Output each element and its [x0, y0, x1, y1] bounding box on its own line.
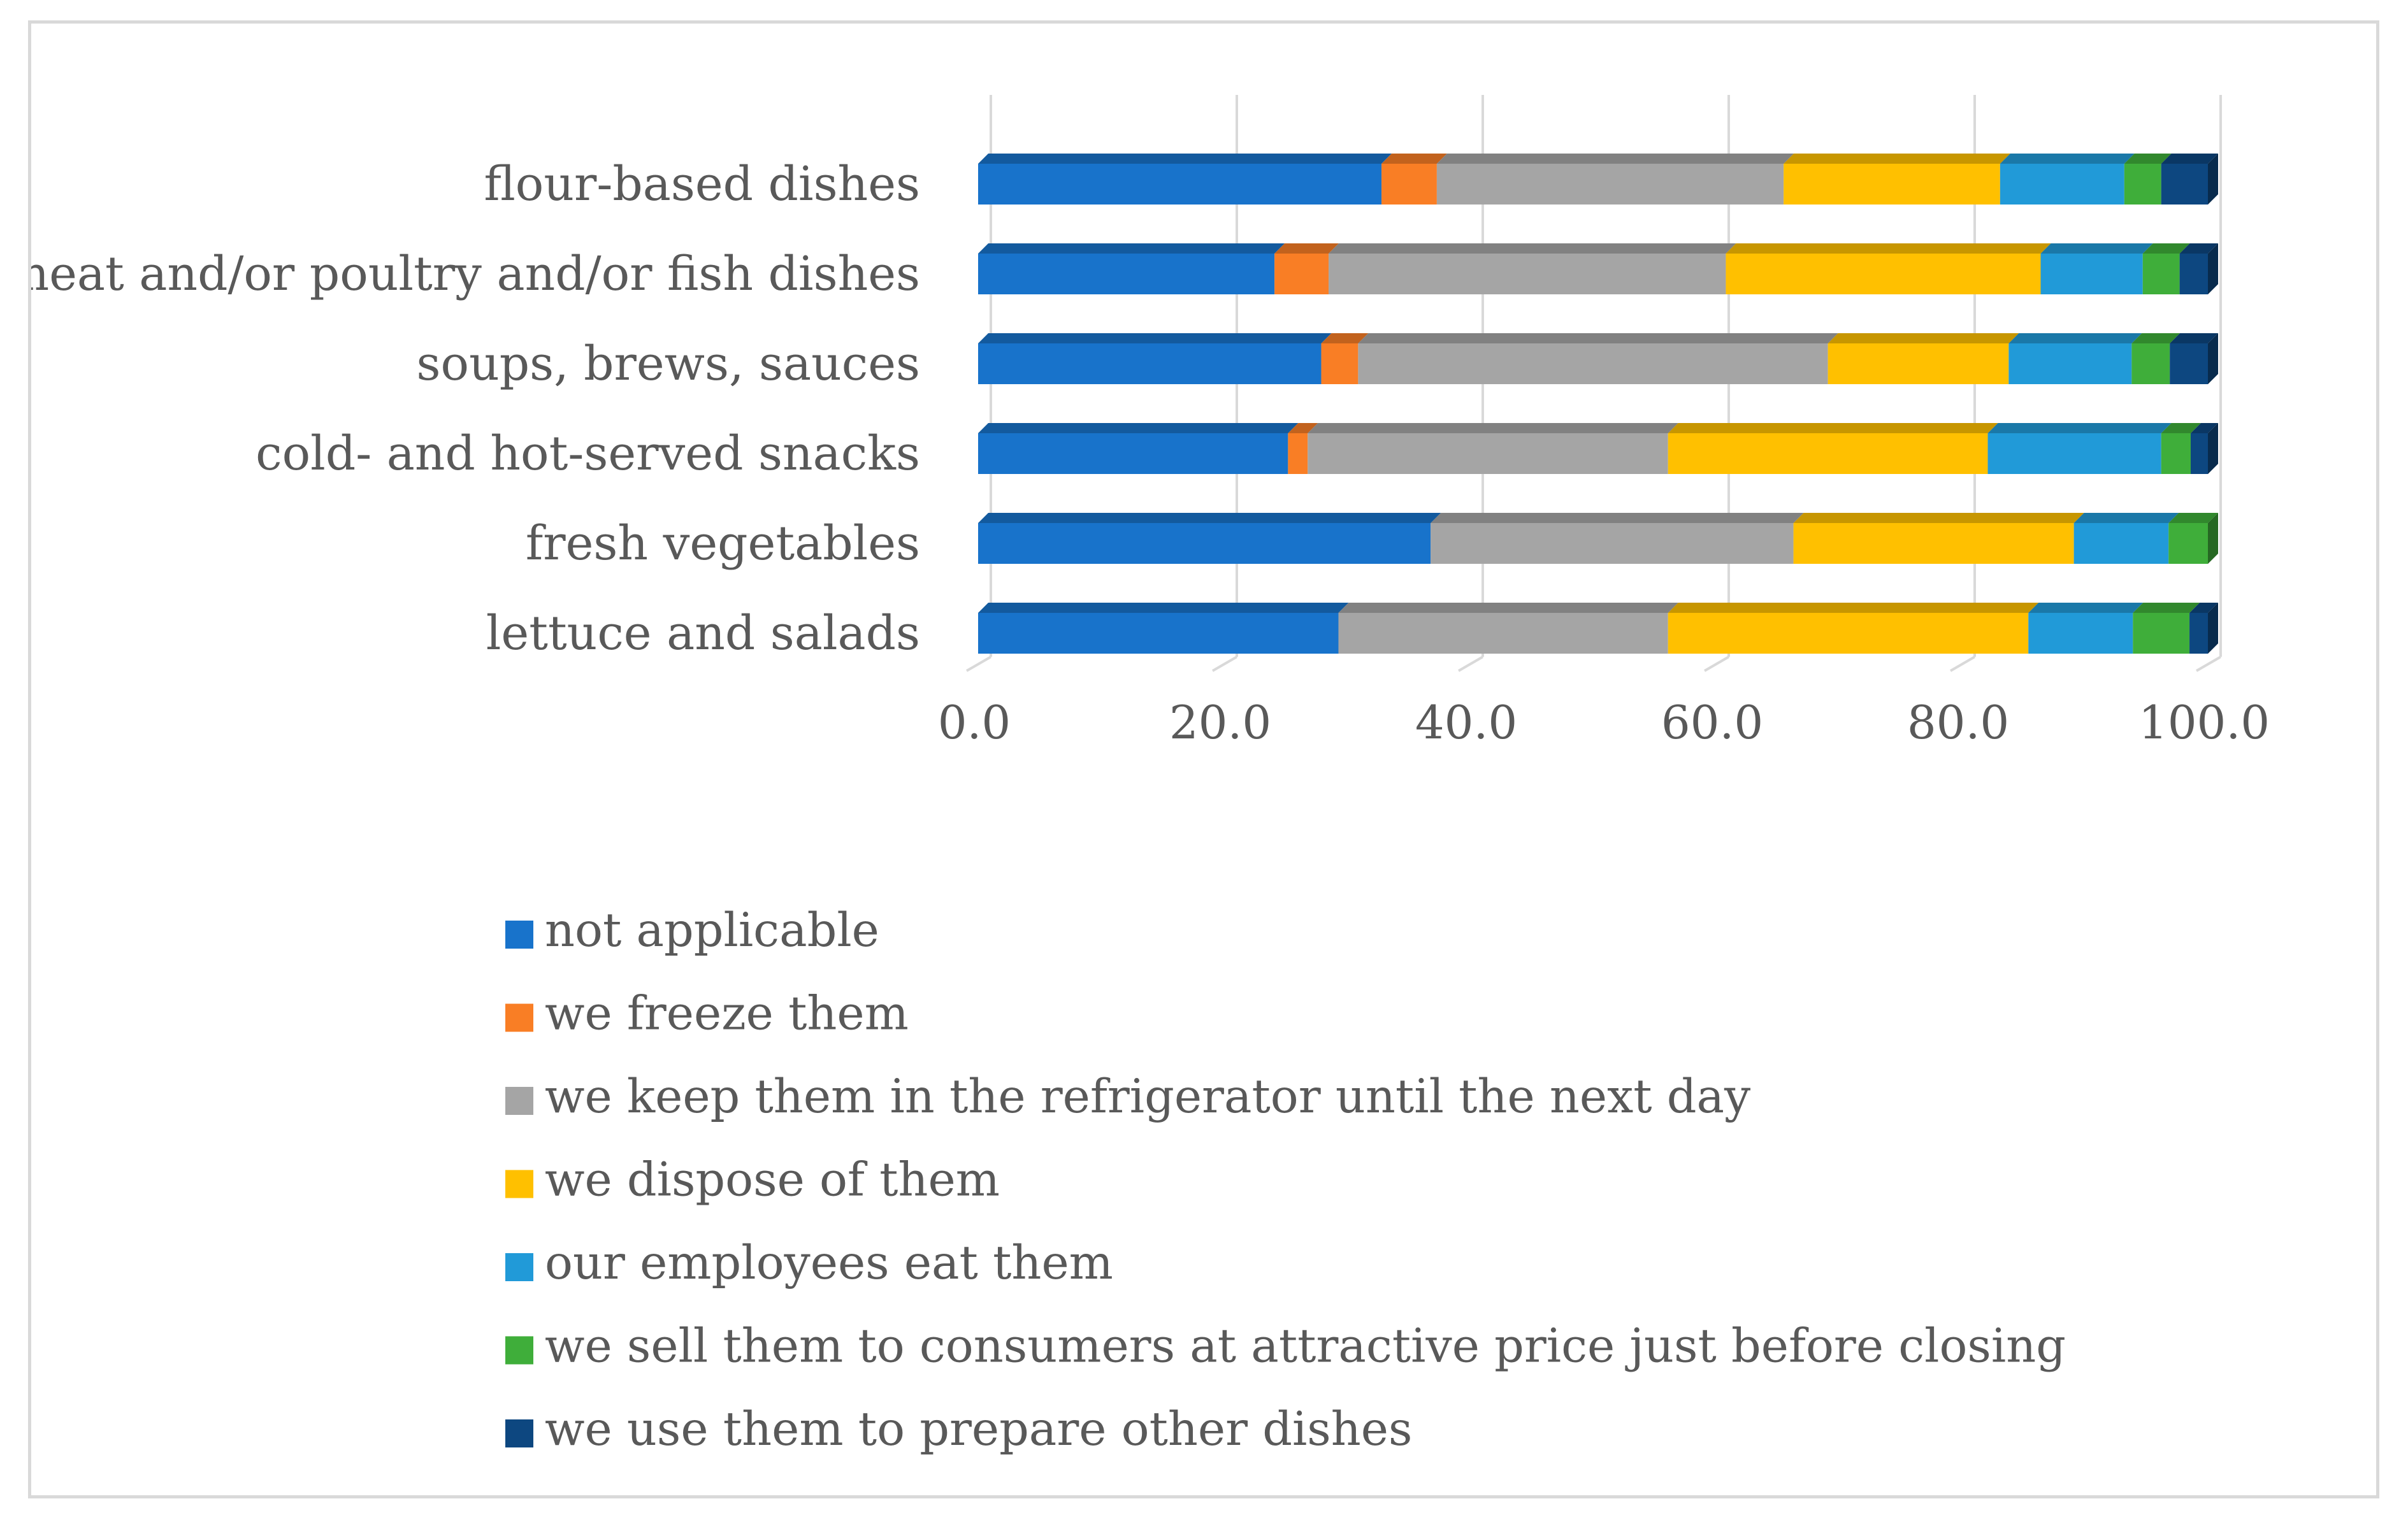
- legend-label: we use them to prepare other dishes: [545, 1402, 1412, 1456]
- bar-side-face: [2208, 333, 2218, 384]
- bar-segment: [2189, 603, 2218, 654]
- bar-segment: [1321, 333, 1369, 384]
- bar-segment: [1668, 423, 1998, 474]
- legend-swatch: [505, 1336, 533, 1365]
- legend-label: not applicable: [545, 903, 879, 958]
- category-label: flour-based dishes: [484, 157, 920, 212]
- legend-swatch: [505, 921, 533, 949]
- legend-swatch: [505, 1253, 533, 1281]
- legend-label: we keep them in the refrigerator until t…: [545, 1070, 1751, 1124]
- x-axis-ticks: 0.0 20.0 40.0 60.0 80.0 100.0: [938, 696, 2270, 749]
- bar-segment: [1726, 243, 2051, 294]
- floor-line: [2195, 656, 2222, 672]
- x-tick-label: 20.0: [1169, 696, 1271, 749]
- bar-segment: [1668, 603, 2039, 654]
- category-label: fresh vegetables: [526, 516, 920, 571]
- bar-segment: [978, 333, 1332, 384]
- bar-segment: [2040, 243, 2153, 294]
- bar-segment: [2168, 513, 2218, 564]
- category-label: meat and/or poultry and/or fish dishes: [31, 247, 920, 301]
- legend-item: we sell them to consumers at attractive …: [505, 1319, 2066, 1374]
- bar-segment: [1329, 243, 1736, 294]
- bar-segment: [1436, 154, 1794, 205]
- bar-segment: [2190, 423, 2218, 474]
- bar-segment: [978, 243, 1285, 294]
- bar-segment: [1308, 423, 1678, 474]
- bar-segment: [2161, 154, 2218, 205]
- bar-series: [978, 154, 2218, 654]
- floor-line: [1457, 656, 1484, 672]
- bar-segment: [978, 154, 1392, 205]
- bar-side-face: [2208, 603, 2218, 654]
- bar-segment: [2161, 423, 2201, 474]
- category-labels: flour-based dishes meat and/or poultry an…: [31, 157, 920, 661]
- bar-segment: [978, 603, 1349, 654]
- bar-segment: [978, 423, 1299, 474]
- bar-segment: [2124, 154, 2172, 205]
- bar-segment: [2170, 333, 2218, 384]
- category-label: cold- and hot-served snacks: [256, 426, 920, 481]
- bar-segment: [1274, 243, 1339, 294]
- legend-swatch: [505, 1003, 533, 1032]
- legend-label: we dispose of them: [545, 1153, 1000, 1207]
- legend-label: we sell them to consumers at attractive …: [545, 1319, 2066, 1374]
- category-label: lettuce and salads: [486, 606, 920, 661]
- category-label: soups, brews, sauces: [417, 336, 920, 391]
- bar-segment: [2000, 154, 2135, 205]
- bar-segment: [2073, 513, 2179, 564]
- x-tick-label: 100.0: [2138, 696, 2270, 749]
- bar-segment: [2179, 243, 2218, 294]
- x-tick-label: 80.0: [1907, 696, 2009, 749]
- bar-segment: [1784, 154, 2010, 205]
- figure-frame: flour-based dishes meat and/or poultry an…: [28, 20, 2379, 1498]
- floor-line: [1211, 656, 1238, 672]
- bar-side-face: [2208, 154, 2218, 205]
- legend: not applicable we freeze them we keep them…: [505, 903, 2066, 1456]
- legend-label: our employees eat them: [545, 1236, 1113, 1290]
- bar-segment: [1288, 423, 1318, 474]
- legend-item: we use them to prepare other dishes: [505, 1402, 1412, 1456]
- bar-segment: [1793, 513, 2084, 564]
- legend-item: we keep them in the refrigerator until t…: [505, 1070, 1751, 1124]
- bar-segment: [1431, 513, 1804, 564]
- bar-segment: [978, 513, 1441, 564]
- bar-side-face: [2208, 423, 2218, 474]
- floor-line: [1703, 656, 1730, 672]
- floor-line: [1949, 656, 1976, 672]
- legend-swatch: [505, 1170, 533, 1198]
- x-tick-label: 40.0: [1415, 696, 1517, 749]
- bar-segment: [2133, 603, 2200, 654]
- legend-item: our employees eat them: [505, 1236, 1113, 1290]
- bar-segment: [2131, 333, 2181, 384]
- bar-segment: [2028, 603, 2144, 654]
- x-tick-label: 0.0: [938, 696, 1011, 749]
- legend-swatch: [505, 1419, 533, 1447]
- floor-line: [965, 656, 992, 672]
- legend-item: we freeze them: [505, 987, 909, 1041]
- bar-side-face: [2208, 243, 2218, 294]
- bar-segment: [2142, 243, 2190, 294]
- legend-swatch: [505, 1087, 533, 1115]
- bar-segment: [1987, 423, 2172, 474]
- bar-segment: [1828, 333, 2019, 384]
- legend-item: not applicable: [505, 903, 879, 958]
- bar-segment: [1381, 154, 1447, 205]
- x-tick-label: 60.0: [1661, 696, 1763, 749]
- legend-label: we freeze them: [545, 987, 909, 1041]
- stacked-bar-chart: flour-based dishes meat and/or poultry an…: [31, 95, 2270, 1456]
- bar-segment: [2008, 333, 2142, 384]
- legend-item: we dispose of them: [505, 1153, 1000, 1207]
- bar-segment: [1338, 603, 1678, 654]
- bar-segment: [1358, 333, 1838, 384]
- bar-side-face: [2208, 513, 2218, 564]
